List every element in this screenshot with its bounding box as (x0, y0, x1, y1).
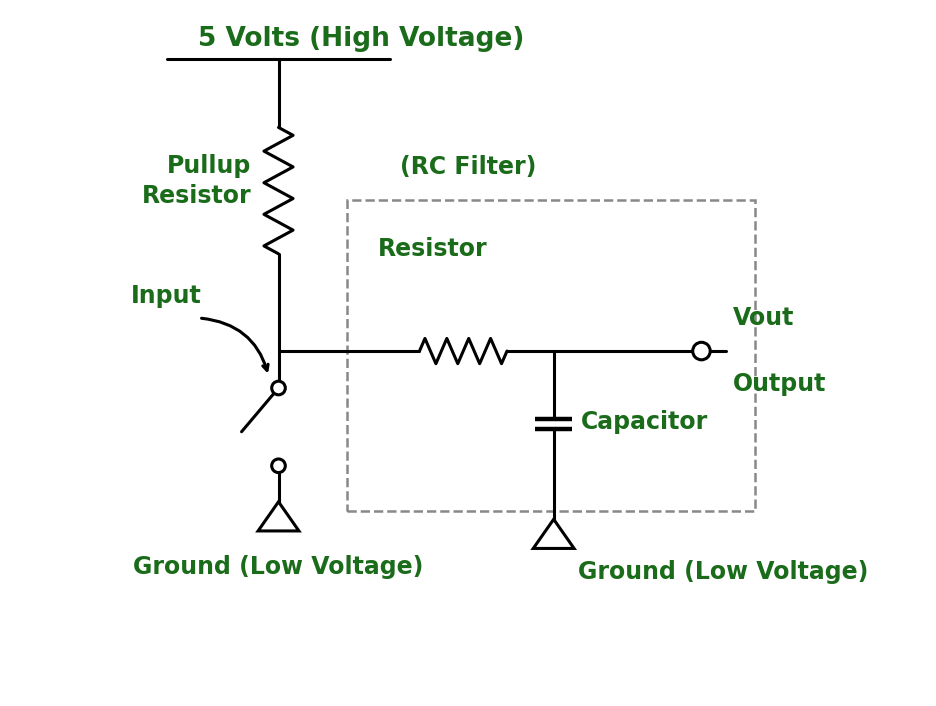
Text: Resistor: Resistor (377, 237, 487, 261)
Circle shape (692, 342, 709, 360)
Text: Vout: Vout (732, 306, 793, 330)
Text: Output: Output (732, 373, 825, 397)
Circle shape (271, 381, 285, 395)
Circle shape (271, 459, 285, 472)
Text: Pullup
Resistor: Pullup Resistor (141, 154, 251, 208)
Text: Ground (Low Voltage): Ground (Low Voltage) (133, 555, 423, 579)
Text: Input: Input (130, 285, 201, 309)
Text: Capacitor: Capacitor (580, 410, 708, 434)
Bar (346, 201, 754, 511)
Text: Ground (Low Voltage): Ground (Low Voltage) (578, 560, 868, 584)
Text: (RC Filter): (RC Filter) (400, 155, 535, 179)
Text: 5 Volts (High Voltage): 5 Volts (High Voltage) (197, 25, 524, 52)
